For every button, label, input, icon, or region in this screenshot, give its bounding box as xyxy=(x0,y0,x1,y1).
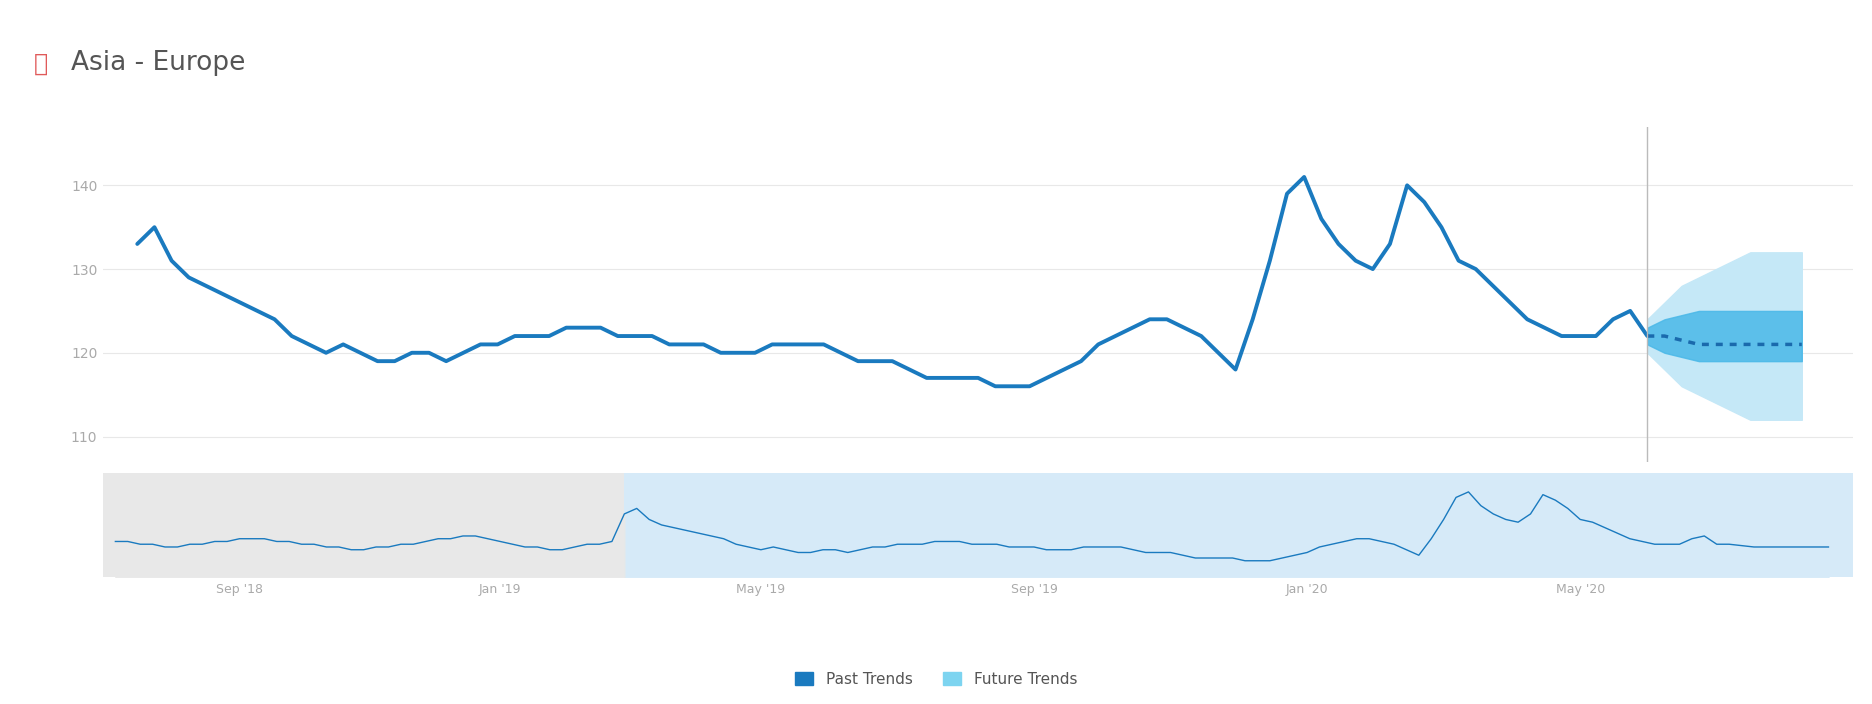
Text: ⛴: ⛴ xyxy=(34,51,49,75)
Text: Asia - Europe: Asia - Europe xyxy=(71,51,245,76)
Bar xyxy=(625,472,1872,577)
Legend: Past Trends, Future Trends: Past Trends, Future Trends xyxy=(788,665,1084,693)
